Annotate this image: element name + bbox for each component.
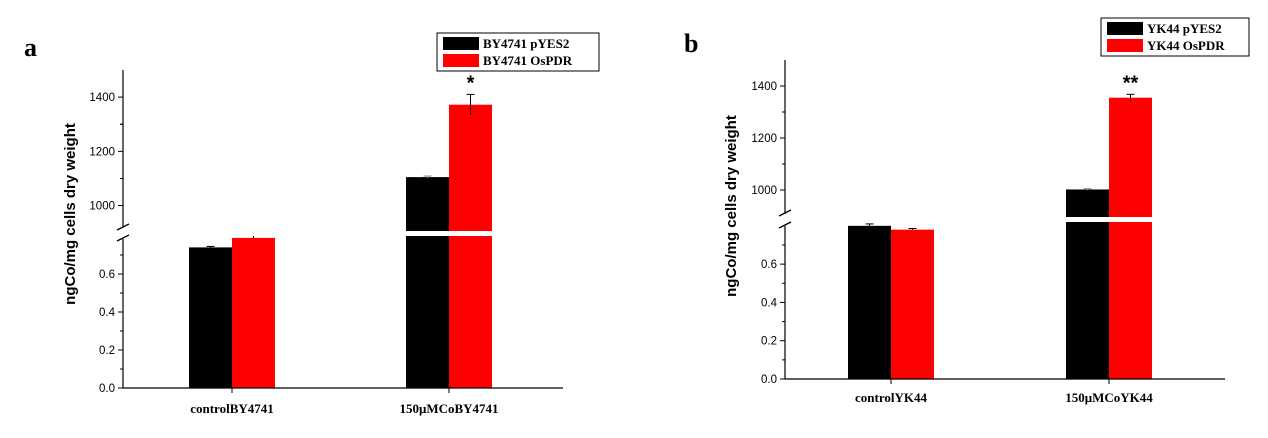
x-tick-label: 150μMCoYK44: [1065, 390, 1153, 405]
axis-break-mark: [778, 209, 792, 217]
x-tick-label: controlYK44: [855, 390, 927, 405]
y-tick-label: 0.2: [761, 336, 777, 348]
legend-swatch: [1107, 39, 1143, 52]
bar: [449, 104, 492, 389]
bar: [848, 225, 891, 379]
y-tick-label: 0.6: [761, 259, 777, 271]
y-tick-label: 1400: [751, 81, 777, 93]
legend-entry: YK44 pYES2: [1147, 21, 1222, 36]
y-tick-label: 1000: [751, 185, 777, 197]
axis-break-band: [786, 217, 1226, 222]
y-tick-label: 0.4: [761, 297, 778, 309]
x-tick-label: controlBY4741: [190, 401, 274, 416]
y-tick-label: 1200: [89, 146, 115, 158]
axis-break-mark: [116, 234, 130, 242]
y-tick-label: 0.0: [761, 374, 777, 386]
legend-swatch: [443, 54, 479, 67]
panel-label: b: [684, 29, 698, 58]
significance-marker: **: [1123, 72, 1139, 94]
legend-swatch: [1107, 22, 1143, 35]
bar: [189, 247, 232, 388]
y-tick-label: 1200: [751, 133, 777, 145]
legend-entry: YK44 OsPDR: [1147, 38, 1225, 53]
y-tick-label: 0.0: [99, 383, 115, 395]
legend-entry: BY4741 OsPDR: [483, 53, 573, 68]
chart-panel-b: b ** 0.0 0.2 0.4 0.6 1000 1200 1400 controlYK44 15…: [684, 17, 1250, 405]
axis-break-band: [124, 231, 564, 236]
y-tick-label: 1400: [89, 92, 115, 104]
y-tick-label: 0.4: [99, 307, 116, 319]
legend-swatch: [443, 37, 479, 50]
panel-label: a: [24, 33, 37, 62]
bar: [406, 177, 449, 388]
y-tick-label: 0.2: [99, 345, 115, 357]
legend-entry: BY4741 pYES2: [483, 36, 569, 51]
significance-marker: *: [467, 72, 475, 94]
bar: [232, 237, 275, 388]
bar: [891, 229, 934, 379]
y-tick-label: 0.6: [99, 269, 115, 281]
axis-break-mark: [778, 221, 792, 229]
x-tick-label: 150μMCoBY4741: [399, 401, 498, 416]
y-tick-label: 1000: [89, 201, 115, 213]
y-axis-label: ngCo/mg cells dry weight: [62, 123, 79, 305]
y-axis-label: ngCo/mg cells dry weight: [723, 115, 740, 297]
chart-panel-a: a * 0.0 0.2 0.4 0.6 1000 1200 1400 controlBY4741 1…: [24, 32, 600, 416]
axis-break-mark: [116, 223, 130, 231]
bar: [1109, 97, 1152, 379]
